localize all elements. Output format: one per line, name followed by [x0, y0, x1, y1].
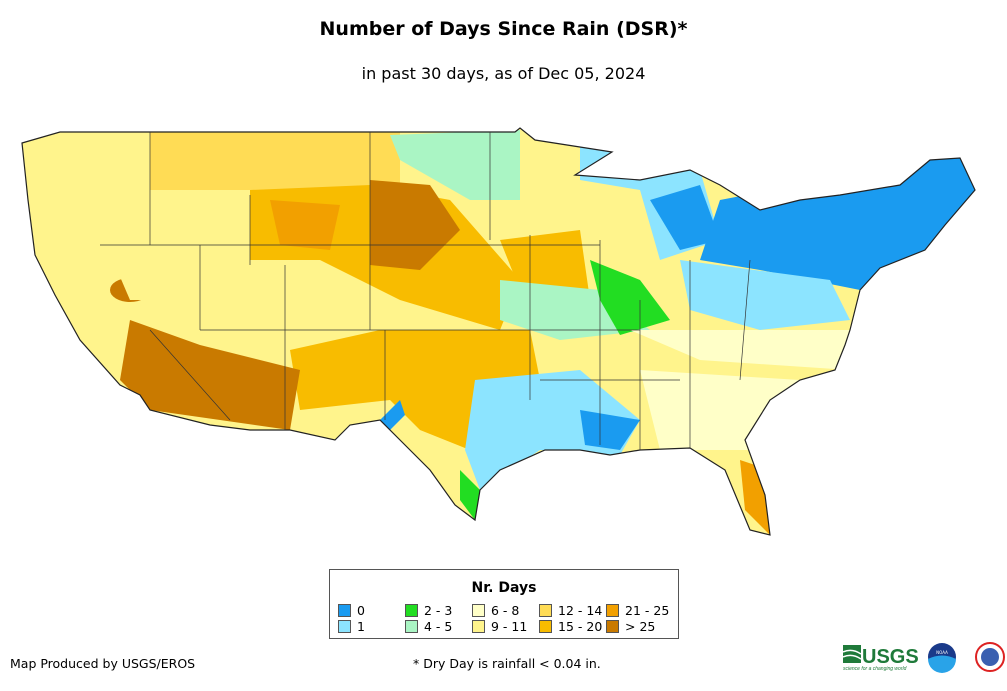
svg-text:USGS: USGS: [862, 646, 919, 668]
legend-swatch: [405, 620, 418, 633]
legend-item: 1: [338, 619, 365, 634]
us-dsr-map: [21, 127, 976, 536]
legend-label: 4 - 5: [424, 619, 453, 634]
legend-swatch: [338, 620, 351, 633]
usgs-logo: USGS science for a changing world: [843, 645, 919, 672]
legend-swatch: [606, 620, 619, 633]
map-subtitle: in past 30 days, as of Dec 05, 2024: [361, 64, 646, 83]
legend-item: 12 - 14: [539, 603, 602, 618]
legend-swatch: [539, 604, 552, 617]
legend-swatch: [606, 604, 619, 617]
legend-label: 0: [357, 603, 365, 618]
legend-swatch: [405, 604, 418, 617]
legend-item: 15 - 20: [539, 619, 602, 634]
legend-item: 9 - 11: [472, 619, 527, 634]
map-title: Number of Days Since Rain (DSR)*: [319, 18, 688, 40]
legend-label: > 25: [625, 619, 656, 634]
legend-label: 6 - 8: [491, 603, 520, 618]
legend-item: 6 - 8: [472, 603, 519, 618]
legend-item: 21 - 25: [606, 603, 669, 618]
credit-text: Map Produced by USGS/EROS: [10, 656, 196, 671]
legend-swatch: [472, 620, 485, 633]
legend-item: 0: [338, 603, 365, 618]
legend-label: 12 - 14: [558, 603, 603, 618]
legend-swatch: [539, 620, 552, 633]
svg-text:science for a changing world: science for a changing world: [843, 666, 907, 672]
legend-label: 15 - 20: [558, 619, 603, 634]
legend-swatch: [472, 604, 485, 617]
legend-item: > 25: [606, 619, 655, 634]
nws-logo: [975, 642, 1005, 672]
footnote-text: * Dry Day is rainfall < 0.04 in.: [413, 656, 601, 671]
legend-swatch: [338, 604, 351, 617]
legend-title: Nr. Days: [471, 580, 537, 596]
legend-label: 21 - 25: [625, 603, 670, 618]
noaa-logo: NOAA: [928, 643, 956, 673]
agency-logos: USGS science for a changing world NOAA: [843, 642, 1005, 673]
legend-label: 2 - 3: [424, 603, 453, 618]
legend-label: 9 - 11: [491, 619, 528, 634]
legend-item: 2 - 3: [405, 603, 452, 618]
state-borders: [100, 132, 751, 450]
legend-item: 4 - 5: [405, 619, 452, 634]
legend-label: 1: [357, 619, 365, 634]
svg-text:NOAA: NOAA: [936, 650, 948, 655]
